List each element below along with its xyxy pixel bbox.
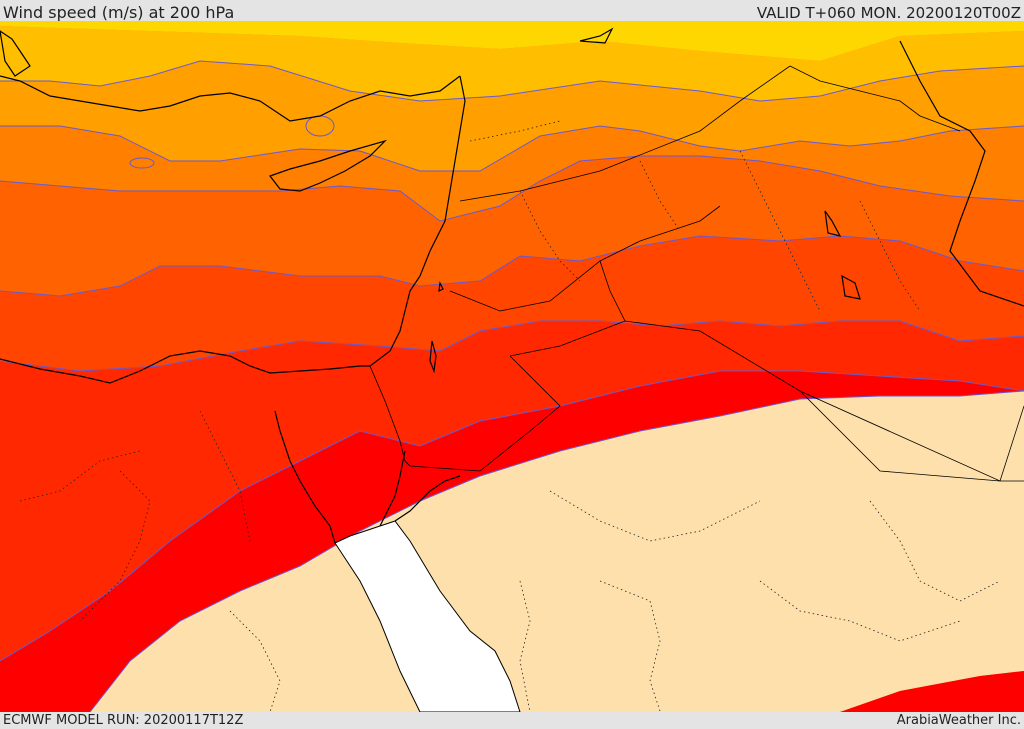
red-sea [334, 520, 521, 712]
lake-razazah [841, 274, 861, 300]
border-syria-iraq [459, 65, 791, 202]
coastline-egypt-north [0, 350, 370, 384]
border-iraq-saudi [799, 390, 1024, 482]
wind-band-1 [0, 21, 1024, 61]
admin-boundary [549, 490, 761, 542]
model-run-label: ECMWF MODEL RUN: 20200117T12Z [3, 713, 244, 728]
coastline-gulf [899, 40, 1024, 307]
lake-tharthar [824, 210, 842, 237]
admin-boundary [739, 150, 821, 312]
wind-band-6 [0, 236, 1024, 371]
valid-time-label: VALID T+060 MON. 20200120T00Z [756, 4, 1021, 22]
border-saudi-jordan-2 [409, 355, 561, 472]
wind-band-8-south [840, 671, 1024, 712]
country-borders [369, 65, 1024, 482]
credit-label: ArabiaWeather Inc. [896, 713, 1021, 728]
coastline-aegean [0, 30, 31, 77]
contour-line [89, 390, 1024, 712]
admin-boundary [79, 470, 151, 622]
admin-boundary [639, 160, 681, 232]
border-sinai [369, 365, 411, 467]
contour-line [0, 320, 1024, 372]
coastline-levant [369, 75, 466, 367]
wind-band-weakest [90, 391, 1024, 712]
admin-boundary [599, 580, 661, 712]
admin-boundary [759, 580, 961, 642]
admin-boundary [869, 500, 1001, 602]
coastline-arabia-redsea [394, 475, 461, 522]
coastline-gulf-suez [274, 410, 336, 544]
wind-band-8 [0, 371, 1024, 712]
coastline-cyprus [269, 139, 388, 192]
border-jordan-iraq [599, 260, 626, 322]
wind-speed-map[interactable] [0, 21, 1024, 712]
border-jordan-saudi [509, 320, 1024, 482]
contour-closed [129, 157, 155, 169]
coastlines [0, 27, 1024, 544]
sea-of-galilee [438, 280, 444, 293]
admin-boundaries [19, 120, 1001, 712]
admin-boundary [519, 190, 581, 282]
coastline-gulf-aqaba [379, 450, 406, 527]
footer-bar: ECMWF MODEL RUN: 20200117T12Z ArabiaWeat… [0, 712, 1024, 729]
wind-band-4 [0, 126, 1024, 221]
admin-boundary [469, 120, 561, 142]
admin-boundary [519, 580, 531, 712]
wind-band-7 [0, 321, 1024, 661]
contour-line [0, 155, 1024, 222]
border-iraq-iran [789, 65, 961, 132]
wind-band-2 [0, 26, 1024, 101]
map-title: Wind speed (m/s) at 200 hPa [3, 3, 235, 22]
contour-line [0, 235, 1024, 297]
coastline-turkey [0, 75, 461, 122]
wind-band-3 [0, 61, 1024, 171]
dead-sea [429, 340, 437, 374]
coastline-crimea-fragment [579, 27, 614, 44]
contour-line [0, 125, 1024, 172]
header-bar: Wind speed (m/s) at 200 hPa VALID T+060 … [0, 0, 1024, 22]
contour-line [0, 370, 1024, 662]
